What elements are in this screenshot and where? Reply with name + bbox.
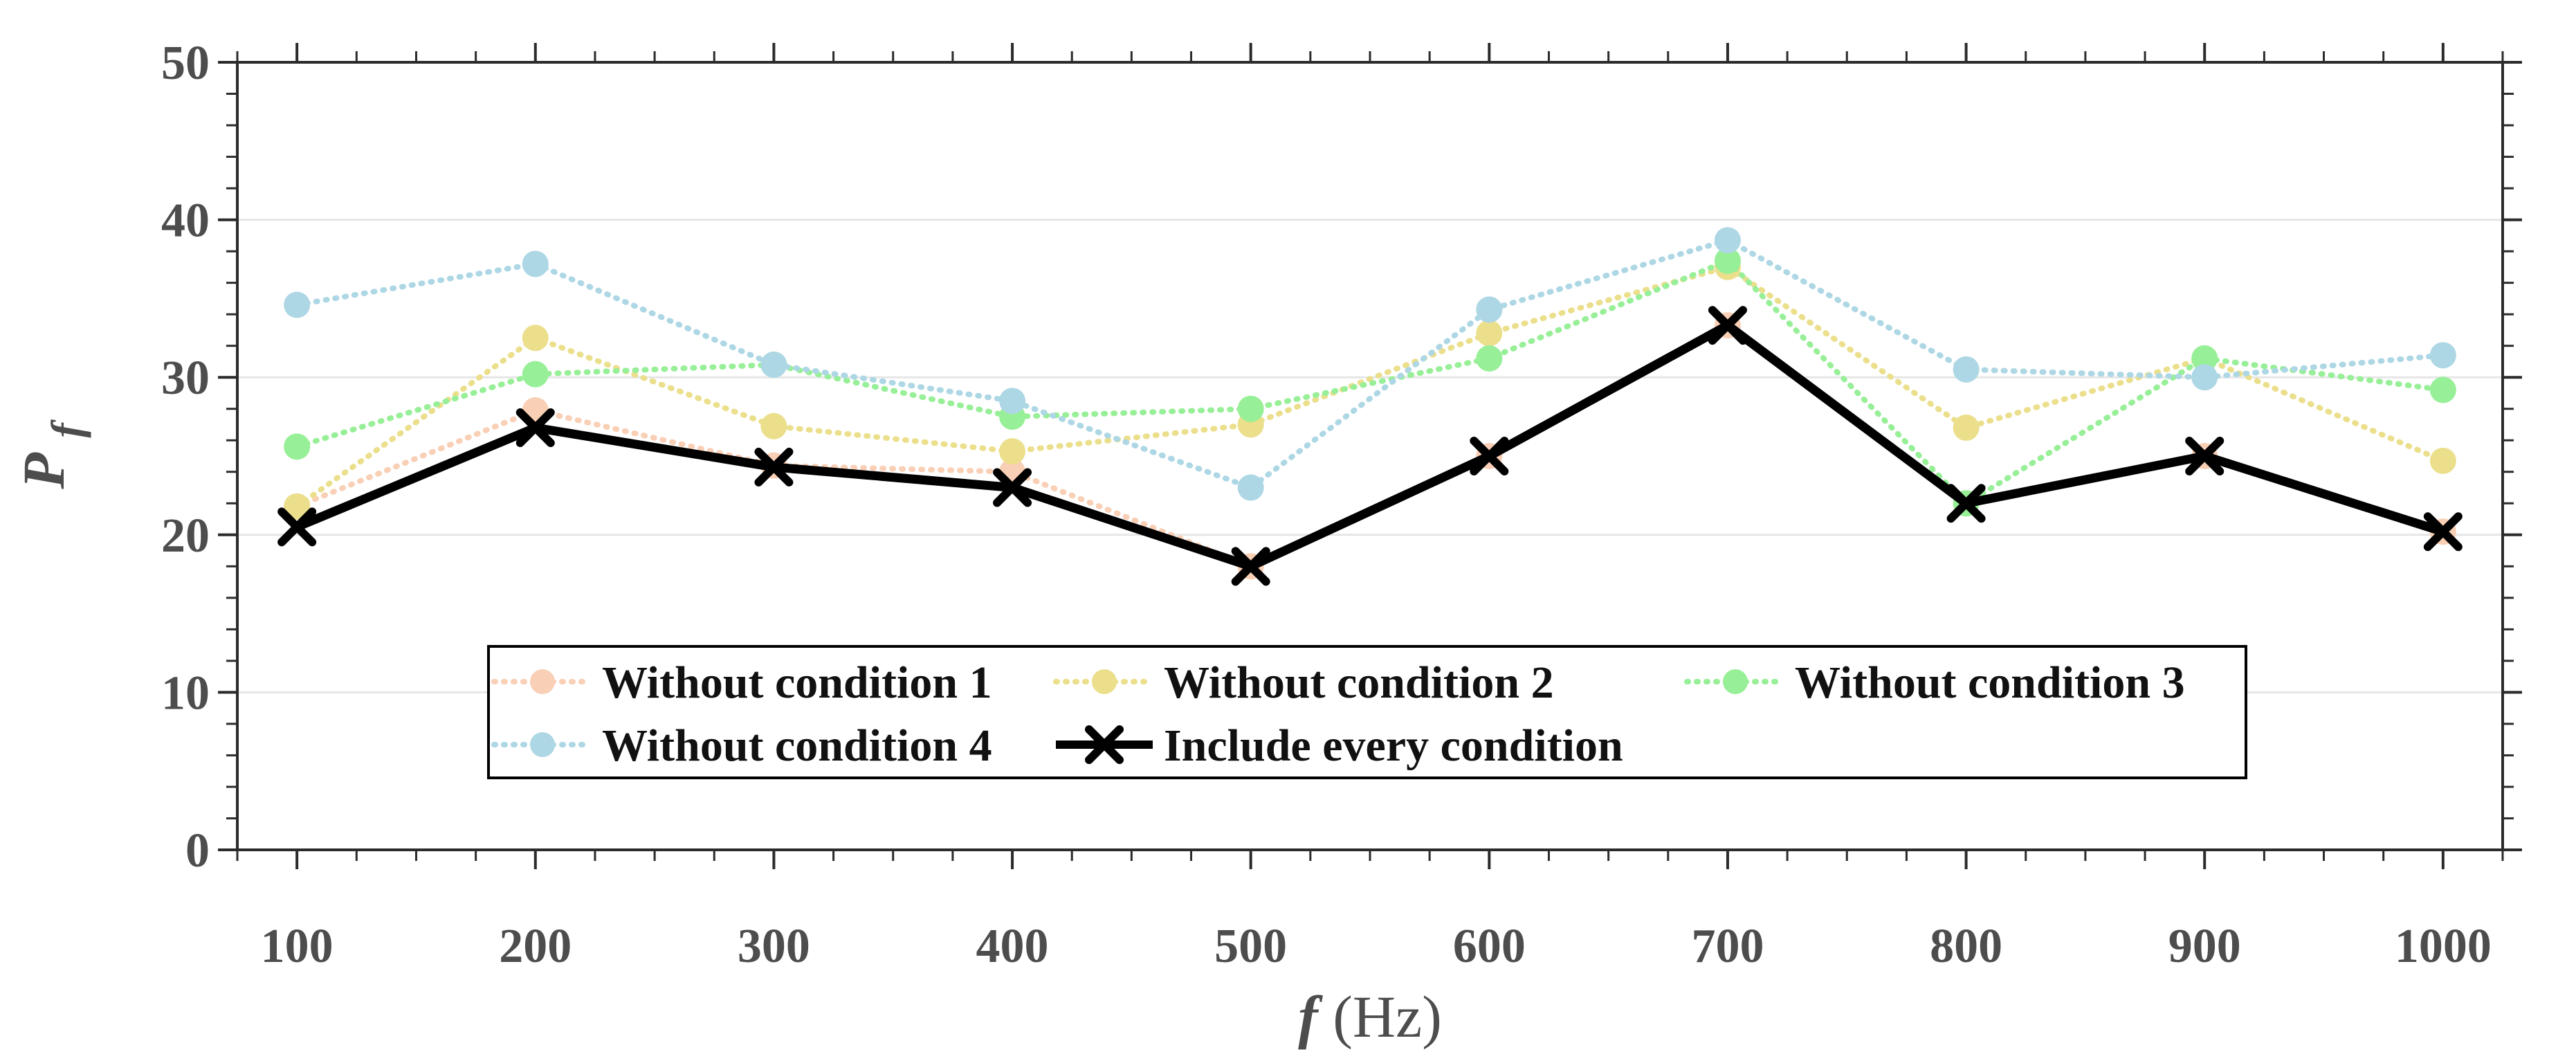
y-axis-label-symbol: P [10,452,77,490]
legend-label: Include every condition [1164,720,1623,771]
series-marker-circle [1237,474,1264,501]
series-marker-circle [2191,364,2218,391]
y-tick-label: 20 [161,509,210,563]
legend-marker-circle [530,732,555,757]
series-marker-circle [2191,345,2218,372]
legend-item: Without condition 2 [1053,657,1554,708]
series-marker-x [515,408,555,448]
x-tick-label: 400 [976,920,1049,973]
series-marker-circle [284,291,311,318]
y-tick-label: 0 [185,824,210,878]
series-marker-x [1470,437,1509,475]
x-tick-label: 800 [1930,920,2002,973]
series-marker-circle [284,433,311,460]
series-marker-circle [284,493,311,520]
minor-ticks [218,43,2522,869]
series-marker-x [993,468,1032,507]
y-tick-label: 30 [161,352,210,405]
y-axis-label: P f [10,419,91,490]
legend-item: Without condition 3 [1684,657,2185,708]
legend-marker-x [1085,725,1124,764]
series-marker-circle [1476,320,1503,347]
series-marker-circle [760,412,787,439]
series-marker-circle [760,351,787,378]
series-marker-circle [1714,247,1741,274]
series-marker-x [277,507,317,547]
x-tick-label: 200 [499,920,572,973]
plot-frame [236,61,2504,851]
series-marker-circle [522,325,549,352]
x-tick-label: 900 [2168,920,2241,973]
y-tick-label: 40 [161,194,210,248]
series-marker-circle [999,388,1026,415]
legend-marker-circle [530,669,555,694]
x-tick-label: 600 [1453,920,1526,973]
series-marker-circle [1714,227,1741,254]
grid-lines [237,219,2503,693]
series-marker-circle [999,438,1026,465]
series-marker-circle [1953,415,1980,442]
y-tick-label: 50 [161,37,210,90]
series-marker-circle [1953,356,1980,383]
x-tick-label: 300 [738,920,810,973]
x-tick-label: 700 [1691,920,1764,973]
x-axis-label: f (Hz) [1298,983,1442,1050]
series-marker-circle [522,361,549,388]
series-marker-circle [1476,345,1503,372]
legend-label: Without condition 2 [1164,657,1554,708]
series-layer [277,227,2463,586]
x-tick-label: 500 [1214,920,1287,973]
legend-box [487,645,2247,779]
y-axis-label-subscript: f [42,419,91,438]
series-marker-circle [1237,395,1264,422]
x-axis-label-symbol: f [1298,983,1323,1050]
legend-marker-circle [1723,669,1748,694]
y-tick-label: 10 [161,666,210,720]
series-marker-circle [2429,342,2456,369]
x-axis-label-unit: (Hz) [1333,983,1442,1050]
legend-item: Without condition 4 [491,720,992,771]
series-marker-x [2185,437,2225,475]
legend-label: Without condition 1 [602,657,992,708]
x-tick-label: 100 [261,920,334,973]
series-marker-x [2423,512,2463,552]
series-marker-x [1946,484,1986,523]
legend: Without condition 1 Without condition 2 Wi… [487,645,2247,779]
series-line-4 [292,320,2448,571]
legend-label: Without condition 3 [1795,657,2185,708]
series-marker-x [1708,306,1747,345]
series-marker-circle [522,251,549,278]
series-line-3 [294,237,2446,491]
series-marker-circle [2429,376,2456,403]
legend-item: Without condition 1 [491,657,992,708]
series-line-1 [294,264,2446,509]
series-marker-x [1231,547,1270,586]
legend-item: Include every condition [1056,720,1623,771]
x-tick-label: 1000 [2395,920,2492,973]
series-marker-circle [2429,447,2456,474]
series-line-2 [294,257,2446,507]
series-marker-x [754,447,794,487]
legend-label: Without condition 4 [602,720,992,771]
series-marker-circle [1476,296,1503,323]
legend-marker-circle [1092,669,1117,694]
tick-labels: 0 10 20 30 40 50 100 200 300 400 500 600 700 800 900 10… [161,37,2492,973]
